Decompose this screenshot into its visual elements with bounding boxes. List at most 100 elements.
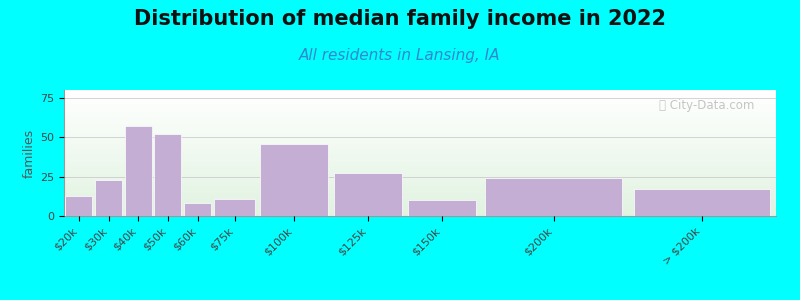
Bar: [64, 122, 776, 123]
Bar: [64, 149, 776, 150]
Bar: [64, 130, 776, 131]
Bar: [64, 156, 776, 157]
Bar: [64, 123, 776, 124]
Bar: [64, 132, 776, 133]
Bar: [64, 99, 776, 100]
Bar: [64, 96, 776, 97]
Bar: [64, 183, 776, 184]
Bar: [64, 189, 776, 190]
Bar: [64, 200, 776, 201]
Bar: [64, 197, 776, 198]
Bar: [64, 105, 776, 106]
Bar: [65, 196, 93, 216]
Bar: [64, 169, 776, 170]
Bar: [64, 187, 776, 188]
Bar: [64, 186, 776, 187]
Bar: [64, 112, 776, 113]
Bar: [64, 90, 776, 91]
Bar: [64, 142, 776, 143]
Bar: [64, 193, 776, 194]
Bar: [64, 92, 776, 93]
Bar: [64, 179, 776, 180]
Bar: [184, 203, 211, 216]
Bar: [64, 102, 776, 103]
Bar: [64, 201, 776, 202]
Bar: [64, 118, 776, 119]
Bar: [64, 204, 776, 205]
Bar: [64, 206, 776, 207]
Bar: [64, 137, 776, 138]
Bar: [64, 104, 776, 105]
Bar: [64, 177, 776, 178]
Bar: [64, 188, 776, 189]
Bar: [260, 143, 328, 216]
Bar: [408, 200, 476, 216]
Bar: [64, 107, 776, 108]
Bar: [64, 203, 776, 204]
Bar: [64, 116, 776, 117]
Bar: [64, 111, 776, 112]
Bar: [64, 95, 776, 96]
Bar: [154, 134, 182, 216]
Bar: [64, 215, 776, 216]
Bar: [64, 184, 776, 185]
Bar: [64, 163, 776, 164]
Bar: [64, 165, 776, 166]
Bar: [64, 98, 776, 99]
Bar: [64, 175, 776, 176]
Bar: [64, 207, 776, 208]
Bar: [64, 108, 776, 109]
Bar: [64, 164, 776, 165]
Bar: [64, 178, 776, 179]
Bar: [64, 139, 776, 140]
Bar: [64, 115, 776, 116]
Bar: [64, 159, 776, 160]
Text: ⓘ City-Data.com: ⓘ City-Data.com: [659, 99, 754, 112]
Bar: [64, 199, 776, 200]
Bar: [64, 168, 776, 169]
Bar: [64, 153, 776, 154]
Bar: [64, 128, 776, 129]
Bar: [64, 147, 776, 148]
Bar: [64, 106, 776, 107]
Bar: [95, 180, 122, 216]
Bar: [64, 198, 776, 199]
Bar: [64, 202, 776, 203]
Bar: [64, 210, 776, 211]
Bar: [64, 138, 776, 139]
Bar: [64, 129, 776, 130]
Bar: [64, 91, 776, 92]
Bar: [64, 194, 776, 195]
Bar: [334, 173, 402, 216]
Bar: [64, 124, 776, 125]
Bar: [64, 136, 776, 137]
Bar: [64, 190, 776, 191]
Bar: [634, 189, 770, 216]
Bar: [64, 173, 776, 174]
Bar: [64, 195, 776, 196]
Bar: [64, 158, 776, 159]
Bar: [64, 134, 776, 135]
Bar: [64, 117, 776, 118]
Bar: [64, 174, 776, 175]
Bar: [64, 185, 776, 186]
Bar: [64, 150, 776, 151]
Bar: [64, 176, 776, 177]
Bar: [64, 114, 776, 115]
Bar: [64, 167, 776, 168]
Bar: [64, 135, 776, 136]
Bar: [64, 119, 776, 120]
Bar: [64, 121, 776, 122]
Bar: [64, 192, 776, 193]
Text: Distribution of median family income in 2022: Distribution of median family income in …: [134, 9, 666, 29]
Bar: [64, 97, 776, 98]
Bar: [64, 155, 776, 156]
Bar: [64, 93, 776, 94]
Bar: [486, 178, 622, 216]
Bar: [64, 205, 776, 206]
Bar: [64, 171, 776, 172]
Bar: [64, 101, 776, 102]
Text: All residents in Lansing, IA: All residents in Lansing, IA: [299, 48, 501, 63]
Bar: [64, 162, 776, 163]
Bar: [64, 144, 776, 145]
